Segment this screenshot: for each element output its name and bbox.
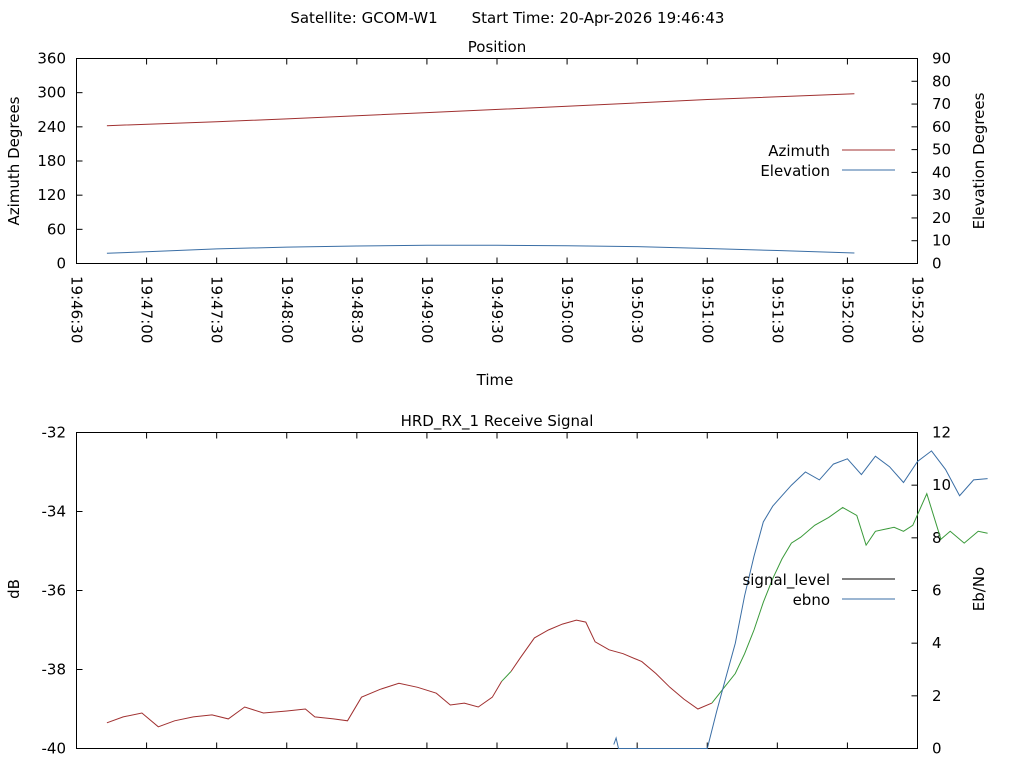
position-y-axis-label: Azimuth Degrees	[5, 96, 23, 225]
signal-series-ebno-line	[613, 450, 988, 749]
position-x-tick-label: 19:52:30	[909, 276, 927, 343]
position-y2-tick-label: 70	[932, 95, 951, 113]
signal-y-tick-label: -36	[42, 582, 67, 600]
position-legend-label: Azimuth	[768, 142, 830, 160]
signal-y2-tick-label: 2	[932, 687, 942, 705]
position-x-tick-label: 19:51:30	[768, 276, 786, 343]
signal-legend-label: signal_level	[742, 571, 830, 590]
position-x-tick-label: 19:50:30	[628, 276, 646, 343]
signal-series-signal_level-segment	[106, 681, 503, 728]
position-x-tick-label: 19:52:00	[838, 276, 856, 343]
signal-series	[106, 450, 988, 749]
signal-y2-tick-label: 12	[932, 424, 951, 442]
signal-y-ticks: -40 -38 -36 -34 -32	[42, 424, 83, 758]
position-legend-label: Elevation	[760, 162, 830, 180]
signal-y-axis-label: dB	[5, 579, 23, 599]
position-x-tick-label: 19:49:00	[418, 276, 436, 343]
position-x-tick-label: 19:50:00	[558, 276, 576, 343]
signal-y2-tick-label: 0	[932, 740, 942, 758]
header-start-time: Start Time: 20-Apr-2026 19:46:43	[472, 9, 725, 27]
position-y2-tick-label: 80	[932, 72, 951, 90]
signal-y-tick-label: -40	[42, 740, 67, 758]
position-series-elevation-line	[106, 244, 855, 254]
signal-title: HRD_RX_1 Receive Signal	[401, 412, 594, 431]
position-y-ticks: 0 60 120 180 240 300 360	[37, 50, 83, 273]
position-y2-tick-label: 30	[932, 186, 951, 204]
position-y-tick-label: 0	[56, 255, 66, 273]
position-y2-axis-label: Elevation Degrees	[970, 92, 988, 229]
receive-signal-chart: HRD_RX_1 Receive Signal dB Eb/No -40-38-…	[5, 412, 988, 758]
signal-y-tick-label: -38	[42, 661, 67, 679]
signal-y2-tick-label: 4	[932, 634, 942, 652]
position-y2-tick-label: 40	[932, 163, 951, 181]
position-y-tick-label: 60	[47, 220, 66, 238]
position-title: Position	[468, 38, 526, 56]
position-x-tick-label: 19:48:30	[348, 276, 366, 343]
signal-legend-label: ebno	[793, 591, 830, 609]
position-y-tick-label: 120	[37, 186, 66, 204]
signal-series-signal_level-segment	[711, 492, 988, 704]
position-y2-tick-label: 50	[932, 141, 951, 159]
position-series-azimuth-line	[106, 93, 855, 127]
signal-y2-tick-label: 8	[932, 529, 942, 547]
position-x-tick-label: 19:46:30	[68, 276, 86, 343]
position-y2-tick-label: 0	[932, 255, 942, 273]
signal-y-tick-label: -32	[42, 424, 67, 442]
signal-series-signal_level-segment	[510, 619, 713, 710]
position-x-tick-label: 19:47:00	[138, 276, 156, 343]
position-y-tick-label: 180	[37, 152, 66, 170]
position-y2-tick-label: 60	[932, 118, 951, 136]
position-x-tick-label: 19:47:30	[208, 276, 226, 343]
position-x-axis-label: Time	[476, 371, 514, 389]
position-x-tick-label: 19:51:00	[698, 276, 716, 343]
position-y-tick-label: 360	[37, 50, 66, 68]
position-x-tick-label: 19:48:00	[278, 276, 296, 343]
signal-y2-tick-label: 6	[932, 582, 942, 600]
position-series	[106, 93, 855, 254]
header-satellite: Satellite: GCOM-W1	[290, 9, 437, 27]
signal-y2-ticks: 0 2 4 6 8 10 12	[911, 424, 951, 758]
position-y-tick-label: 300	[37, 84, 66, 102]
position-legend: Azimuth Elevation	[760, 142, 895, 180]
position-y-tick-label: 240	[37, 118, 66, 136]
position-y2-tick-label: 20	[932, 209, 951, 227]
position-y2-tick-label: 10	[932, 232, 951, 250]
position-x-ticks: 19:46:30 19:47:00 19:47:30 19:48:00 19:48:30…	[68, 58, 927, 343]
position-x-tick-label: 19:49:30	[488, 276, 506, 343]
signal-x-ticks	[76, 432, 918, 749]
position-y2-tick-label: 90	[932, 50, 951, 68]
position-plot-frame	[76, 58, 918, 264]
signal-plot-frame	[76, 432, 918, 749]
signal-y-tick-label: -34	[42, 503, 67, 521]
signal-y2-axis-label: Eb/No	[970, 567, 988, 611]
position-chart: Position Azimuth Degrees Elevation Degre…	[5, 38, 988, 389]
position-y2-ticks: 0 10 20 30 40 50 60 70 80 90	[911, 50, 951, 273]
signal-series-signal_level-segment	[501, 671, 512, 682]
signal-y2-tick-label: 10	[932, 476, 951, 494]
